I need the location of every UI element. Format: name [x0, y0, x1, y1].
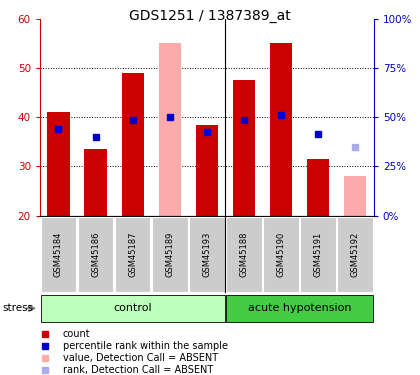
Text: count: count — [63, 328, 90, 339]
Bar — [270, 44, 292, 216]
Text: GSM45189: GSM45189 — [165, 232, 174, 277]
Text: acute hypotension: acute hypotension — [248, 303, 352, 313]
Bar — [196, 124, 218, 216]
FancyBboxPatch shape — [226, 295, 373, 322]
Text: percentile rank within the sample: percentile rank within the sample — [63, 341, 228, 351]
Text: GDS1251 / 1387389_at: GDS1251 / 1387389_at — [129, 9, 291, 23]
Text: GSM45193: GSM45193 — [202, 232, 211, 277]
Bar — [159, 44, 181, 216]
Text: value, Detection Call = ABSENT: value, Detection Call = ABSENT — [63, 353, 218, 363]
Bar — [47, 112, 70, 216]
Text: GSM45184: GSM45184 — [54, 232, 63, 277]
Text: stress: stress — [2, 303, 33, 313]
FancyBboxPatch shape — [263, 217, 299, 292]
Text: GSM45190: GSM45190 — [276, 232, 286, 277]
Text: GSM45192: GSM45192 — [351, 232, 360, 277]
Bar — [121, 73, 144, 216]
Bar — [84, 149, 107, 216]
Bar — [307, 159, 329, 216]
Text: control: control — [113, 303, 152, 313]
Text: GSM45188: GSM45188 — [239, 232, 249, 277]
FancyBboxPatch shape — [189, 217, 225, 292]
FancyBboxPatch shape — [337, 217, 373, 292]
FancyBboxPatch shape — [300, 217, 336, 292]
FancyBboxPatch shape — [115, 217, 150, 292]
FancyBboxPatch shape — [41, 295, 225, 322]
Text: GSM45191: GSM45191 — [314, 232, 323, 277]
Bar — [233, 80, 255, 216]
FancyBboxPatch shape — [226, 217, 262, 292]
FancyBboxPatch shape — [41, 217, 76, 292]
FancyBboxPatch shape — [152, 217, 188, 292]
Text: rank, Detection Call = ABSENT: rank, Detection Call = ABSENT — [63, 365, 213, 375]
Bar — [344, 176, 366, 216]
Text: GSM45187: GSM45187 — [128, 232, 137, 277]
FancyBboxPatch shape — [78, 217, 113, 292]
Text: GSM45186: GSM45186 — [91, 232, 100, 277]
